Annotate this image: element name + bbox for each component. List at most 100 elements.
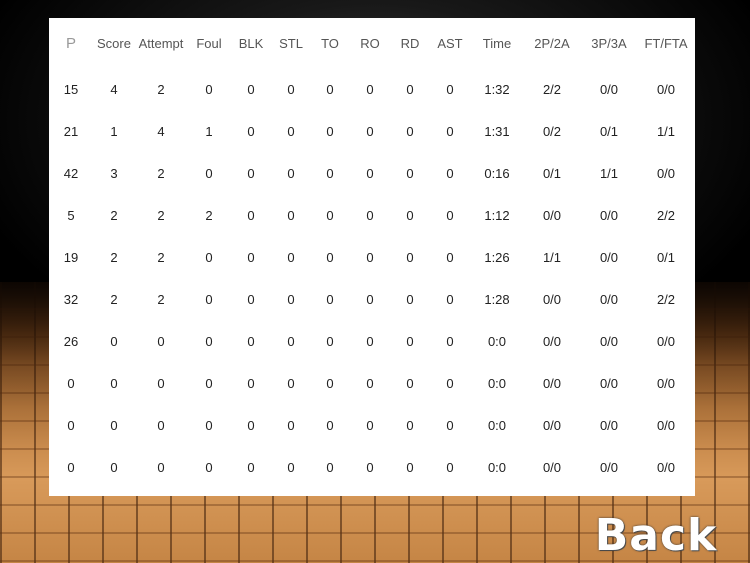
table-cell: 0 <box>67 417 75 433</box>
table-cell: 0 <box>287 333 295 349</box>
table-cell: 0 <box>247 375 255 391</box>
table-cell: 19 <box>63 249 79 265</box>
table-cell: 0 <box>205 291 213 307</box>
table-cell: 5 <box>67 207 75 223</box>
table-cell: 0 <box>287 417 295 433</box>
table-cell: 2 <box>110 207 118 223</box>
table-cell: 0/0 <box>656 459 676 475</box>
table-cell: 0:0 <box>487 417 507 433</box>
table-row: 21 1 4 1 0 0 0 0 0 0 1:31 0/2 0/1 1/1 <box>49 110 695 152</box>
column-header: 2P/2A <box>534 35 570 51</box>
table-cell: 0 <box>326 165 334 181</box>
table-cell: 0 <box>326 417 334 433</box>
table-cell: 0 <box>67 459 75 475</box>
table-cell: 0 <box>247 291 255 307</box>
table-cell: 0 <box>110 417 118 433</box>
table-cell: 1:26 <box>484 249 510 265</box>
table-cell: 0 <box>366 123 374 139</box>
table-cell: 0 <box>287 249 295 265</box>
table-cell: 0 <box>205 81 213 97</box>
column-header: Time <box>482 35 512 51</box>
table-cell: 0/0 <box>599 207 619 223</box>
table-cell: 0 <box>326 81 334 97</box>
table-cell: 0 <box>110 333 118 349</box>
table-cell: 0 <box>446 165 454 181</box>
column-header: TO <box>321 35 339 51</box>
table-cell: 0 <box>205 165 213 181</box>
table-row: 26 0 0 0 0 0 0 0 0 0 0:0 0/0 0/0 0/0 <box>49 320 695 362</box>
column-header: P <box>65 34 76 52</box>
table-row: 15 4 2 0 0 0 0 0 0 0 1:32 2/2 0/0 0/0 <box>49 68 695 110</box>
table-cell: 0/0 <box>656 81 676 97</box>
table-row: 5 2 2 2 0 0 0 0 0 0 1:12 0/0 0/0 2/2 <box>49 194 695 236</box>
column-header: Score <box>97 35 131 51</box>
table-cell: 0 <box>326 291 334 307</box>
table-row: 0 0 0 0 0 0 0 0 0 0 0:0 0/0 0/0 0/0 <box>49 446 695 488</box>
table-cell: 0/0 <box>656 165 676 181</box>
table-cell: 0 <box>247 249 255 265</box>
table-cell: 0 <box>287 123 295 139</box>
table-body: 15 4 2 0 0 0 0 0 0 0 1:32 2/2 0/0 0/0 21 1 4 1 0 0 0 0 0 0 1:31 0… <box>49 68 695 488</box>
table-cell: 2/2 <box>656 207 676 223</box>
table-cell: 0 <box>247 81 255 97</box>
table-cell: 0 <box>287 375 295 391</box>
table-cell: 2 <box>157 81 165 97</box>
column-header: Foul <box>196 35 222 51</box>
table-cell: 0 <box>247 123 255 139</box>
table-cell: 0/0 <box>599 375 619 391</box>
table-row: 0 0 0 0 0 0 0 0 0 0 0:0 0/0 0/0 0/0 <box>49 404 695 446</box>
table-cell: 2 <box>157 249 165 265</box>
table-cell: 0 <box>326 333 334 349</box>
table-cell: 0 <box>366 417 374 433</box>
table-cell: 0 <box>366 459 374 475</box>
table-cell: 15 <box>63 81 79 97</box>
table-row: 19 2 2 0 0 0 0 0 0 0 1:26 1/1 0/0 0/1 <box>49 236 695 278</box>
column-header: BLK <box>238 35 264 51</box>
table-cell: 32 <box>63 291 79 307</box>
table-cell: 0/1 <box>542 165 562 181</box>
table-cell: 0/0 <box>599 291 619 307</box>
table-cell: 1 <box>205 123 213 139</box>
table-cell: 2 <box>157 207 165 223</box>
table-cell: 0 <box>247 207 255 223</box>
table-cell: 0 <box>446 375 454 391</box>
table-cell: 0 <box>446 123 454 139</box>
table-cell: 0 <box>406 333 414 349</box>
table-cell: 1/1 <box>599 165 619 181</box>
table-cell: 42 <box>63 165 79 181</box>
table-cell: 4 <box>157 123 165 139</box>
table-cell: 0 <box>366 333 374 349</box>
table-cell: 0 <box>247 459 255 475</box>
table-cell: 0 <box>287 81 295 97</box>
table-cell: 0 <box>205 249 213 265</box>
column-header: STL <box>279 35 303 51</box>
table-cell: 2 <box>205 207 213 223</box>
table-cell: 0 <box>287 207 295 223</box>
table-cell: 0 <box>157 375 165 391</box>
table-cell: 0 <box>326 249 334 265</box>
table-cell: 0 <box>366 291 374 307</box>
table-cell: 0 <box>406 291 414 307</box>
table-cell: 0/0 <box>599 81 619 97</box>
table-cell: 0 <box>406 207 414 223</box>
table-cell: 2 <box>110 291 118 307</box>
back-button[interactable]: Back <box>594 509 718 561</box>
column-header: AST <box>437 35 463 51</box>
table-cell: 0 <box>326 459 334 475</box>
table-cell: 0 <box>446 459 454 475</box>
table-cell: 0/0 <box>599 249 619 265</box>
table-cell: 0 <box>67 375 75 391</box>
column-header: 3P/3A <box>591 35 627 51</box>
table-cell: 0 <box>247 333 255 349</box>
table-cell: 1 <box>110 123 118 139</box>
table-cell: 0 <box>157 417 165 433</box>
table-cell: 1:31 <box>484 123 510 139</box>
table-cell: 0 <box>406 81 414 97</box>
table-cell: 2/2 <box>656 291 676 307</box>
table-cell: 1:28 <box>484 291 510 307</box>
table-cell: 1:12 <box>484 207 510 223</box>
table-cell: 2/2 <box>542 81 562 97</box>
table-cell: 0/2 <box>542 123 562 139</box>
table-cell: 0:0 <box>487 375 507 391</box>
column-header: Attempt <box>138 35 184 51</box>
